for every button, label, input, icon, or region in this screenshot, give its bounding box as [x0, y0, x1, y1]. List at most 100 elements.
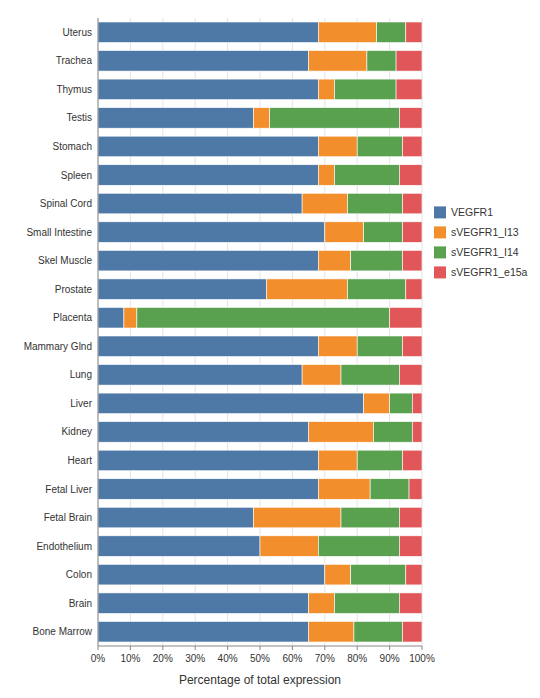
chart-svg: 0%10%20%30%40%50%60%70%80%90%100%UterusT… — [0, 0, 540, 698]
x-axis-label: Percentage of total expression — [179, 673, 341, 687]
bar-segment — [266, 279, 347, 300]
y-tick-label: Small Intestine — [26, 227, 92, 238]
x-axis: 0%10%20%30%40%50%60%70%80%90%100% — [91, 646, 435, 664]
bar-segment — [98, 393, 364, 414]
bar-segment — [367, 51, 396, 72]
bar-segment — [399, 593, 422, 614]
bar-segment — [403, 136, 422, 157]
y-tick-label: Skel Muscle — [38, 255, 92, 266]
bar-segment — [357, 136, 402, 157]
bar-segment — [403, 193, 422, 214]
x-tick-label: 40% — [218, 653, 238, 664]
y-tick-label: Mammary Glnd — [24, 341, 92, 352]
bar-segment — [325, 564, 351, 585]
y-axis-line — [98, 18, 99, 646]
x-tick-label: 10% — [120, 653, 140, 664]
bar-segment — [406, 564, 422, 585]
bar-segment — [351, 564, 406, 585]
x-tick-label: 0% — [91, 653, 106, 664]
bar-segment — [124, 307, 137, 328]
bar-segment — [357, 336, 402, 357]
y-axis: UterusTracheaThymusTestisStomachSpleenSp… — [24, 27, 93, 637]
x-tick — [324, 646, 325, 650]
bar-segment — [409, 479, 422, 500]
legend-label: VEGFR1 — [451, 206, 493, 218]
bar-segment — [347, 279, 405, 300]
legend: VEGFR1sVEGFR1_I13sVEGFR1_I14sVEGFR1_e15a — [434, 206, 528, 278]
bar-segment — [399, 365, 422, 386]
y-tick-label: Spinal Cord — [40, 198, 92, 209]
bar-segment — [325, 222, 364, 243]
legend-label: sVEGFR1_I14 — [451, 246, 519, 258]
x-tick — [422, 646, 423, 650]
bar-segment — [370, 479, 409, 500]
x-tick — [227, 646, 228, 650]
y-tick-label: Fetal Liver — [45, 484, 92, 495]
bar-segment — [137, 307, 390, 328]
bar-segment — [98, 536, 260, 557]
x-tick — [130, 646, 131, 650]
x-tick-label: 70% — [315, 653, 335, 664]
bars — [98, 22, 422, 642]
y-tick-label: Liver — [70, 398, 92, 409]
bar-segment — [260, 536, 318, 557]
bar-segment — [399, 536, 422, 557]
bar-segment — [396, 79, 422, 100]
bar-segment — [335, 165, 400, 186]
x-tick-label: 60% — [282, 653, 302, 664]
bar-segment — [254, 108, 270, 129]
bar-segment — [318, 79, 334, 100]
bar-segment — [412, 422, 422, 443]
bar-segment — [318, 136, 357, 157]
bar-segment — [98, 336, 318, 357]
x-tick-label: 20% — [153, 653, 173, 664]
bar-segment — [399, 507, 422, 528]
y-tick-label: Brain — [69, 598, 92, 609]
y-tick-label: Colon — [66, 569, 92, 580]
x-tick — [292, 646, 293, 650]
bar-segment — [364, 222, 403, 243]
bar-segment — [98, 307, 124, 328]
bar-segment — [351, 250, 403, 271]
x-tick-label: 80% — [347, 653, 367, 664]
bar-segment — [377, 22, 406, 43]
bar-segment — [357, 450, 402, 471]
bar-segment — [98, 22, 318, 43]
legend-label: sVEGFR1_I13 — [451, 226, 519, 238]
chart-container: 0%10%20%30%40%50%60%70%80%90%100%UterusT… — [0, 0, 540, 698]
bar-segment — [396, 51, 422, 72]
bar-segment — [98, 79, 318, 100]
x-tick-label: 50% — [250, 653, 270, 664]
bar-segment — [406, 279, 422, 300]
y-tick-label: Kidney — [61, 426, 92, 437]
x-tick-label: 30% — [185, 653, 205, 664]
y-tick-label: Heart — [68, 455, 93, 466]
bar-segment — [98, 250, 318, 271]
x-tick-label: 100% — [409, 653, 435, 664]
bar-segment — [98, 222, 325, 243]
bar-segment — [318, 479, 370, 500]
grid — [98, 18, 422, 646]
bar-segment — [335, 593, 400, 614]
bar-segment — [98, 564, 325, 585]
x-tick — [260, 646, 261, 650]
bar-segment — [302, 365, 341, 386]
bar-segment — [309, 593, 335, 614]
bar-segment — [98, 365, 302, 386]
bar-segment — [98, 279, 266, 300]
bar-segment — [98, 621, 309, 642]
y-tick-label: Fetal Brain — [44, 512, 92, 523]
legend-swatch — [434, 226, 446, 238]
bar-segment — [98, 108, 254, 129]
bar-segment — [347, 193, 402, 214]
bar-segment — [98, 479, 318, 500]
y-tick-label: Prostate — [55, 284, 93, 295]
bar-segment — [98, 450, 318, 471]
legend-swatch — [434, 266, 446, 278]
bar-segment — [403, 450, 422, 471]
bar-segment — [364, 393, 390, 414]
bar-segment — [98, 51, 309, 72]
bar-segment — [318, 336, 357, 357]
bar-segment — [309, 621, 354, 642]
bar-segment — [318, 250, 350, 271]
